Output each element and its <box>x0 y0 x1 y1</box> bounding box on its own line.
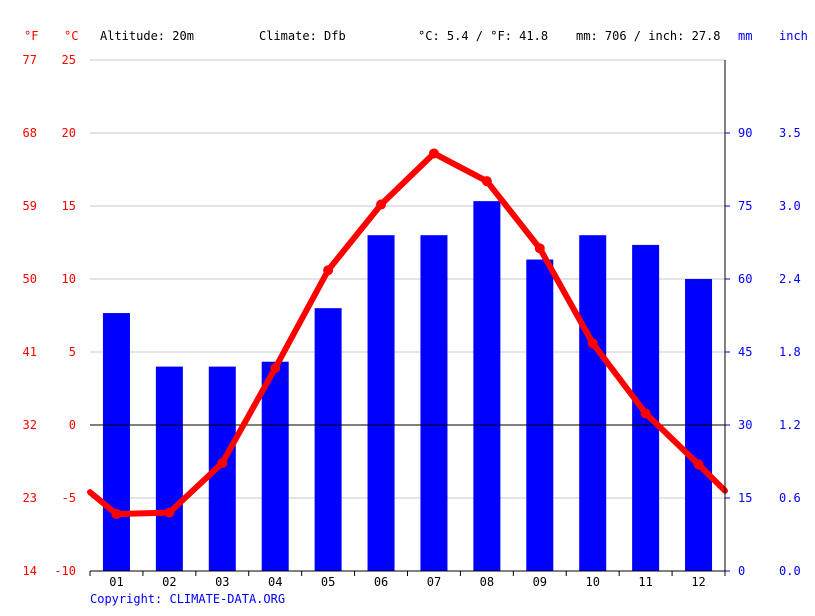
temperature-point <box>481 176 492 187</box>
celsius-tick-label: 0 <box>69 418 76 432</box>
month-tick-label: 12 <box>691 575 705 589</box>
precipitation-bar <box>632 244 660 571</box>
month-tick-label: 06 <box>374 575 388 589</box>
precipitation-bar <box>526 259 554 571</box>
unit-inch-label: inch <box>779 29 808 43</box>
fahrenheit-tick-label: 23 <box>23 491 37 505</box>
avg-temperature-label: °C: 5.4 / °F: 41.8 <box>418 29 548 43</box>
inch-tick-label: 2.4 <box>779 272 801 286</box>
temperature-point <box>323 265 334 276</box>
temperature-point <box>587 338 598 349</box>
fahrenheit-tick-label: 41 <box>23 345 37 359</box>
climate-label: Climate: Dfb <box>259 29 346 43</box>
unit-celsius-label: °C <box>64 29 78 43</box>
inch-tick-label: 0.6 <box>779 491 801 505</box>
celsius-tick-label: 5 <box>69 345 76 359</box>
precipitation-bar <box>579 235 607 571</box>
precipitation-bar <box>420 235 448 571</box>
inch-tick-label: 3.0 <box>779 199 801 213</box>
temperature-point <box>376 199 387 210</box>
mm-tick-label: 30 <box>738 418 752 432</box>
mm-tick-label: 75 <box>738 199 752 213</box>
temperature-point <box>640 408 651 419</box>
celsius-tick-label: -10 <box>54 564 76 578</box>
temperature-line <box>87 150 728 518</box>
month-tick-label: 09 <box>533 575 547 589</box>
precipitation-bar <box>473 201 501 571</box>
unit-mm-label: mm <box>738 29 752 43</box>
mm-tick-label: 45 <box>738 345 752 359</box>
month-tick-label: 05 <box>321 575 335 589</box>
fahrenheit-tick-label: 59 <box>23 199 37 213</box>
temperature-point <box>111 509 122 520</box>
fahrenheit-tick-label: 77 <box>23 53 37 67</box>
month-tick-label: 04 <box>268 575 282 589</box>
precipitation-bar <box>367 235 395 571</box>
month-tick-label: 02 <box>162 575 176 589</box>
precipitation-bar <box>261 361 289 571</box>
temperature-point <box>164 507 175 518</box>
celsius-tick-label: 20 <box>62 126 76 140</box>
total-precipitation-label: mm: 706 / inch: 27.8 <box>576 29 721 43</box>
inch-tick-label: 1.2 <box>779 418 801 432</box>
inch-tick-label: 3.5 <box>779 126 801 140</box>
inch-tick-label: 0.0 <box>779 564 801 578</box>
temperature-point <box>270 363 281 374</box>
temperature-point <box>534 243 545 254</box>
month-tick-label: 08 <box>480 575 494 589</box>
month-tick-label: 11 <box>638 575 652 589</box>
temperature-point <box>428 148 439 159</box>
mm-tick-label: 90 <box>738 126 752 140</box>
month-tick-label: 10 <box>585 575 599 589</box>
inch-tick-label: 1.8 <box>779 345 801 359</box>
fahrenheit-tick-label: 32 <box>23 418 37 432</box>
unit-fahrenheit-label: °F <box>24 29 38 43</box>
mm-tick-label: 15 <box>738 491 752 505</box>
mm-tick-label: 60 <box>738 272 752 286</box>
fahrenheit-tick-label: 14 <box>23 564 37 578</box>
celsius-tick-label: -5 <box>62 491 76 505</box>
celsius-tick-label: 10 <box>62 272 76 286</box>
month-tick-label: 07 <box>427 575 441 589</box>
temperature-point <box>217 457 228 468</box>
celsius-tick-label: 25 <box>62 53 76 67</box>
altitude-label: Altitude: 20m <box>100 29 194 43</box>
mm-tick-label: 0 <box>738 564 745 578</box>
fahrenheit-tick-label: 50 <box>23 272 37 286</box>
precipitation-bar <box>155 366 183 571</box>
precipitation-bar <box>314 308 342 571</box>
copyright-link[interactable]: Copyright: CLIMATE-DATA.ORG <box>90 592 285 606</box>
temperature-point <box>693 459 704 470</box>
month-tick-label: 03 <box>215 575 229 589</box>
fahrenheit-tick-label: 68 <box>23 126 37 140</box>
month-tick-label: 01 <box>109 575 123 589</box>
precipitation-bar <box>102 313 130 571</box>
celsius-tick-label: 15 <box>62 199 76 213</box>
